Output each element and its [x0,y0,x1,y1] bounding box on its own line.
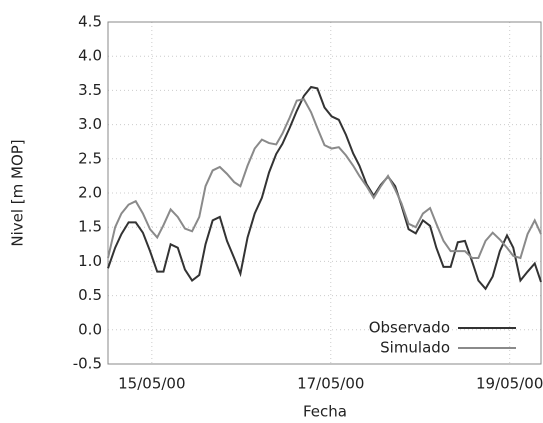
y-tick-label: 4.5 [78,13,102,31]
y-tick-label: 1.5 [78,218,102,236]
data-line [107,98,542,260]
x-tick-label: 17/05/00 [297,375,364,393]
y-tick-label: 0.0 [78,320,102,338]
y-tick-label: 2.5 [78,149,102,167]
y-tick-label: 1.0 [78,252,102,270]
y-tick-label: 2.0 [78,184,102,202]
y-tick-label: 4.0 [78,47,102,65]
x-tick-label: 15/05/00 [118,375,185,393]
y-axis-label: Nivel [m MOP] [9,139,27,246]
y-tick-label: 3.0 [78,115,102,133]
x-tick-label: 19/05/00 [476,375,543,393]
y-tick-label: 3.5 [78,81,102,99]
x-axis-label: Fecha [303,403,347,421]
y-tick-label: 0.5 [78,286,102,304]
legend-label: Simulado [380,339,450,357]
y-tick-label: -0.5 [73,355,102,373]
plot-frame [107,21,542,365]
legend-label: Observado [369,319,450,337]
